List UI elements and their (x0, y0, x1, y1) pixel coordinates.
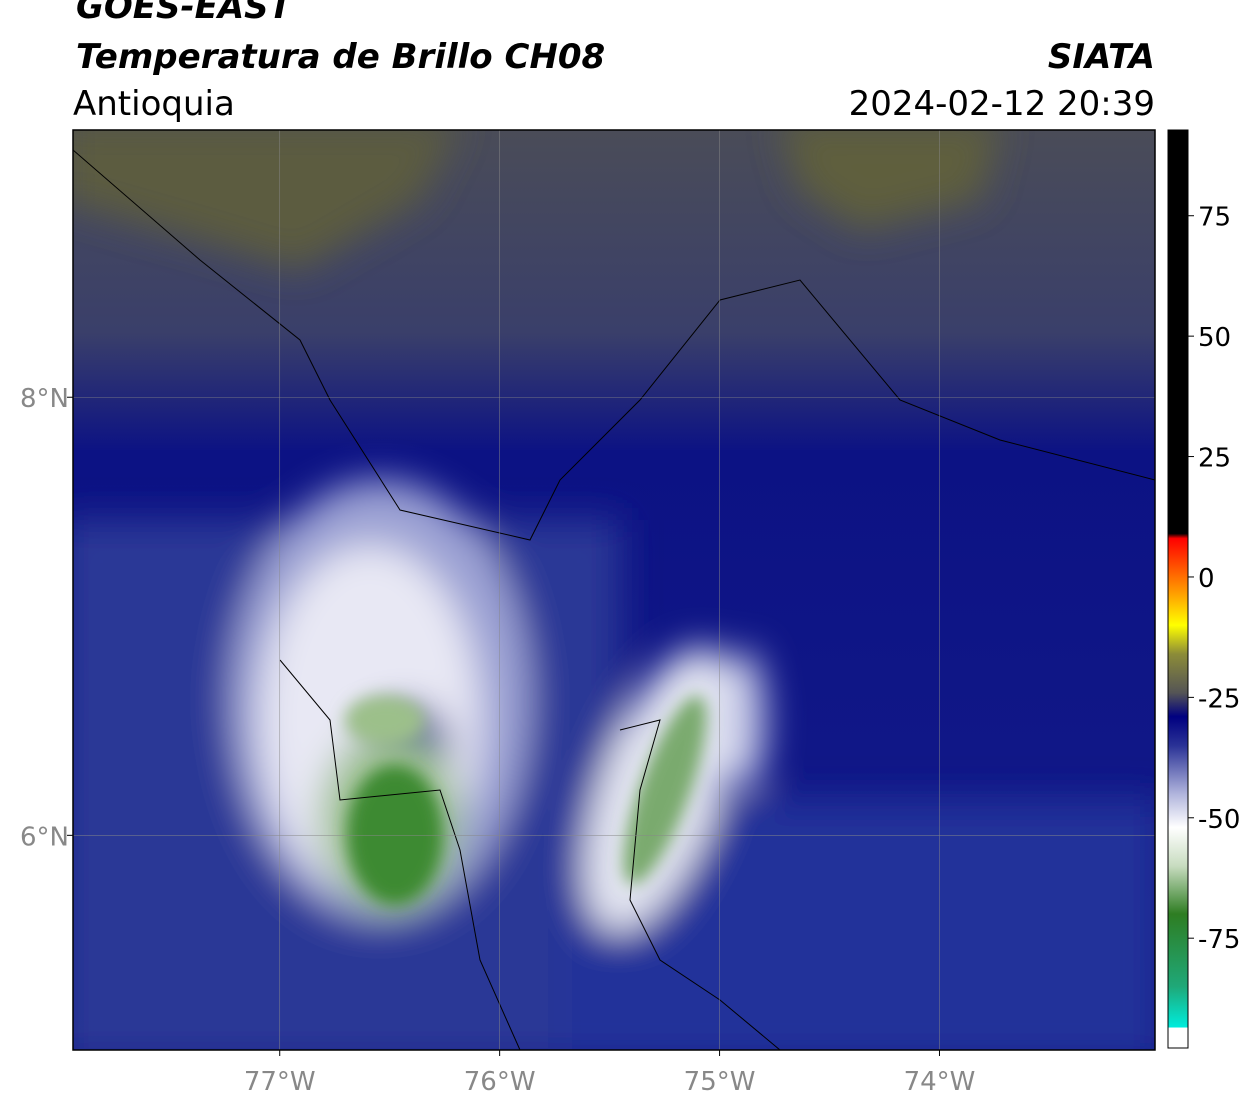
lon-tick-label: 77°W (244, 1067, 316, 1097)
colorbar-tick-label: -75 (1198, 925, 1240, 955)
datetime: 2024-02-12 20:39 (849, 84, 1155, 124)
lon-tick-label: 74°W (904, 1067, 976, 1097)
map-frame (72, 129, 1156, 1051)
colorbar (1167, 129, 1189, 1049)
region: Antioquia (73, 84, 235, 124)
source: SIATA (1048, 37, 1155, 77)
lat-tick-label: 8°N (20, 384, 69, 414)
subtitle: Temperatura de Brillo CH08 (76, 37, 605, 77)
lon-tick-label: 76°W (464, 1067, 536, 1097)
colorbar-tick-label: 50 (1198, 323, 1231, 353)
colorbar-tick-label: -50 (1198, 805, 1240, 835)
colorbar-tick-label: -25 (1198, 684, 1240, 714)
lat-tick-label: 6°N (20, 822, 69, 852)
title: GOES-EAST (76, 0, 295, 27)
colorbar-tick-label: 75 (1198, 203, 1231, 233)
colorbar-tick-label: 0 (1198, 564, 1215, 594)
lon-tick-label: 75°W (684, 1067, 756, 1097)
colorbar-tick-label: 25 (1198, 444, 1231, 474)
map-image (73, 130, 1155, 1050)
